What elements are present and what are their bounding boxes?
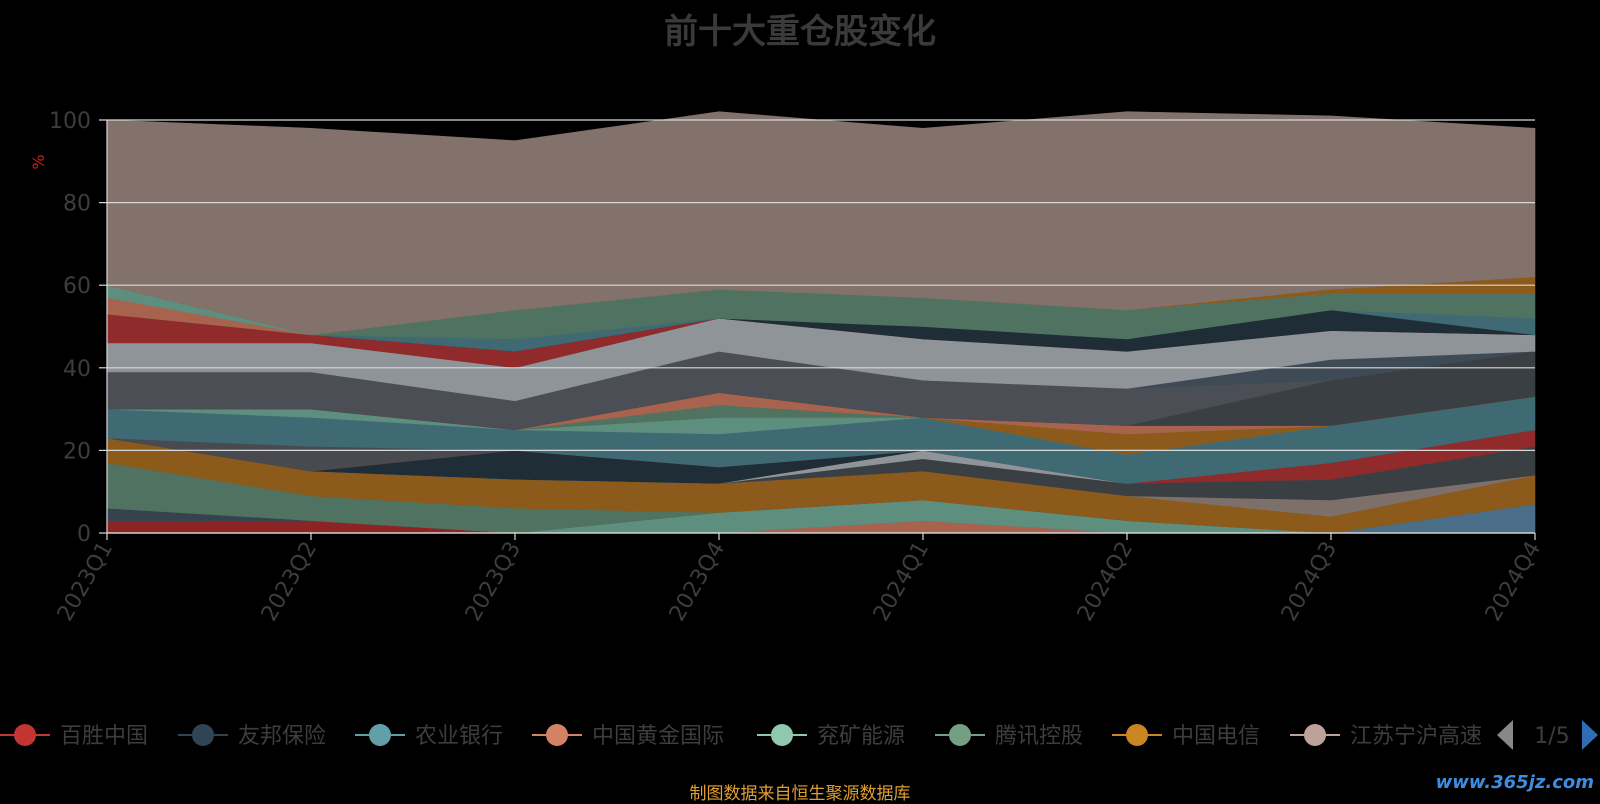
legend-label: 江苏宁沪高速	[1350, 724, 1482, 749]
y-tick-label: 0	[77, 522, 91, 547]
legend-item[interactable]: 友邦保险	[178, 724, 326, 749]
legend-next-page-icon[interactable]	[1582, 720, 1598, 750]
y-tick-label: 40	[63, 357, 91, 382]
legend-circle-marker	[192, 724, 214, 746]
x-tick-label: 2024Q4	[1481, 538, 1546, 626]
legend-circle-marker	[771, 724, 793, 746]
y-axis-label: %	[29, 154, 48, 169]
x-tick-label: 2023Q4	[665, 538, 730, 626]
legend-circle-marker	[14, 724, 36, 746]
legend-prev-page-icon[interactable]	[1497, 720, 1513, 750]
legend-label: 农业银行	[415, 724, 503, 749]
legend-item[interactable]: 兖矿能源	[757, 724, 905, 749]
watermark: www.365jz.com	[1435, 772, 1594, 793]
legend-circle-marker	[369, 724, 391, 746]
legend-label: 腾讯控股	[995, 724, 1083, 749]
legend-label: 百胜中国	[60, 724, 148, 749]
x-tick-label: 2023Q2	[257, 538, 322, 626]
legend-label: 中国电信	[1172, 724, 1260, 749]
y-tick-label: 20	[63, 439, 91, 464]
legend-circle-marker	[1304, 724, 1326, 746]
legend-page-indicator: 1/5	[1534, 724, 1569, 749]
legend-item[interactable]: 江苏宁沪高速	[1290, 724, 1482, 749]
x-tick-label: 2024Q2	[1073, 538, 1138, 626]
legend-label: 中国黄金国际	[592, 724, 724, 749]
x-tick-label: 2024Q1	[869, 538, 934, 626]
legend-item[interactable]: 百胜中国	[0, 724, 148, 749]
legend-item[interactable]: 中国电信	[1112, 724, 1260, 749]
chart-title: 前十大重仓股变化	[664, 12, 936, 52]
legend: 百胜中国 友邦保险 农业银行 中国黄金国际 兖矿能源 腾讯控股 中国电信 江苏宁沪高速 1/5	[0, 715, 1600, 755]
legend-label: 友邦保险	[238, 724, 326, 749]
legend-circle-marker	[546, 724, 568, 746]
data-source-note: 制图数据来自恒生聚源数据库	[689, 784, 911, 804]
y-tick-label: 80	[63, 192, 91, 217]
y-tick-label: 100	[49, 109, 91, 134]
area-series-30	[106, 111, 1536, 336]
x-tick-label: 2024Q3	[1277, 538, 1342, 626]
x-tick-label: 2023Q1	[53, 538, 118, 626]
y-tick-label: 60	[63, 274, 91, 299]
legend-item[interactable]: 腾讯控股	[935, 724, 1083, 749]
x-tick-label: 2023Q3	[461, 538, 526, 626]
legend-circle-marker	[1126, 724, 1148, 746]
legend-label: 兖矿能源	[817, 724, 905, 749]
legend-item[interactable]: 农业银行	[355, 724, 503, 749]
legend-circle-marker	[949, 724, 971, 746]
legend-item[interactable]: 中国黄金国际	[532, 724, 724, 749]
